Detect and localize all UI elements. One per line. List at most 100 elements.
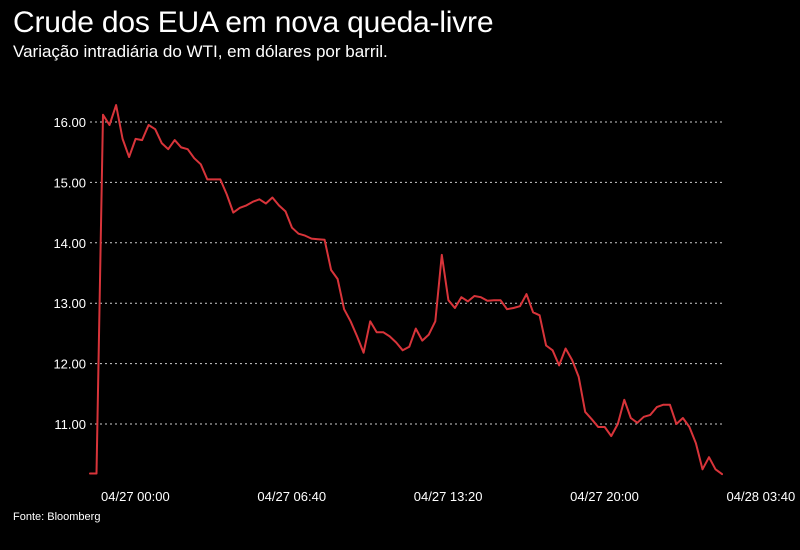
- data-point: [95, 472, 98, 475]
- data-point: [141, 139, 143, 141]
- data-point: [173, 139, 176, 141]
- data-point: [134, 138, 137, 140]
- data-point: [304, 234, 306, 237]
- data-point: [232, 211, 235, 214]
- data-point: [682, 417, 684, 419]
- data-point: [597, 426, 599, 428]
- data-point: [408, 345, 411, 348]
- data-point: [538, 314, 541, 317]
- data-point: [590, 418, 593, 421]
- data-point: [213, 178, 215, 181]
- data-point: [564, 347, 567, 350]
- data-point: [428, 333, 430, 336]
- data-point: [571, 359, 573, 361]
- data-point: [167, 148, 169, 150]
- data-point: [525, 293, 528, 295]
- data-point: [219, 178, 222, 181]
- data-point: [245, 204, 248, 207]
- data-point: [128, 156, 130, 158]
- data-point: [532, 311, 534, 314]
- data-point: [506, 308, 508, 311]
- data-point: [102, 114, 104, 116]
- data-point: [493, 299, 495, 302]
- data-point: [200, 163, 202, 166]
- data-point: [558, 364, 560, 367]
- data-point: [662, 403, 665, 406]
- chart-subtitle: Variação intradiária do WTI, em dólares …: [13, 42, 388, 61]
- data-point: [297, 232, 300, 235]
- data-point: [610, 435, 612, 437]
- data-point: [415, 327, 417, 330]
- data-point: [356, 335, 358, 338]
- data-point: [708, 456, 710, 459]
- data-point: [447, 299, 450, 302]
- data-point: [121, 138, 124, 140]
- x-tick-label: 04/27 20:00: [570, 489, 639, 504]
- data-point: [617, 423, 619, 425]
- data-point: [349, 320, 352, 323]
- data-point: [108, 124, 111, 126]
- x-tick-label: 04/27 00:00: [101, 489, 170, 504]
- y-axis-labels: 11.00 12.00 13.00 14.00 15.00 16.00: [53, 115, 86, 432]
- data-point: [721, 473, 723, 475]
- data-point: [115, 104, 117, 106]
- data-point: [395, 341, 398, 344]
- data-point: [649, 414, 652, 416]
- data-point: [330, 269, 332, 271]
- y-tick-label: 11.00: [54, 417, 86, 432]
- data-point: [656, 406, 658, 408]
- data-point: [486, 300, 489, 302]
- data-point: [284, 210, 287, 213]
- data-point: [603, 426, 606, 428]
- y-tick-label: 12.00: [53, 357, 86, 372]
- data-point: [265, 202, 267, 205]
- y-tick-label: 16.00: [53, 115, 86, 130]
- x-axis-labels: 04/27 00:00 04/27 06:40 04/27 13:20 04/27 2…: [101, 489, 795, 504]
- data-point: [206, 178, 209, 181]
- series-layer: [89, 104, 723, 476]
- data-point: [180, 146, 182, 149]
- data-point: [382, 331, 385, 334]
- y-tick-label: 15.00: [53, 175, 86, 190]
- data-point: [89, 472, 91, 475]
- y-tick-label: 14.00: [53, 236, 86, 251]
- data-point: [701, 468, 704, 471]
- data-point: [310, 237, 313, 240]
- data-point: [323, 239, 326, 241]
- data-point: [454, 307, 456, 309]
- data-point: [441, 254, 443, 256]
- gridlines: [90, 121, 722, 425]
- data-point: [499, 299, 502, 302]
- data-point: [551, 349, 554, 352]
- data-point: [636, 422, 639, 424]
- data-point: [317, 238, 319, 240]
- data-point: [473, 295, 476, 297]
- chart-title: Crude dos EUA em nova queda-livre: [13, 6, 494, 39]
- data-point: [467, 300, 469, 303]
- data-point: [336, 278, 339, 280]
- data-point: [577, 376, 580, 378]
- data-point: [545, 344, 547, 347]
- data-point: [695, 442, 697, 445]
- x-tick-label: 04/27 13:20: [414, 489, 483, 504]
- data-point: [226, 193, 228, 196]
- data-point: [271, 196, 274, 199]
- data-point: [519, 305, 521, 308]
- data-point: [460, 296, 463, 299]
- data-point: [291, 226, 293, 229]
- data-point: [252, 200, 254, 203]
- data-point: [375, 331, 378, 334]
- data-point: [421, 339, 424, 342]
- data-point: [160, 142, 163, 144]
- data-point: [688, 426, 691, 428]
- data-point: [623, 399, 626, 401]
- data-point: [714, 468, 717, 471]
- data-point: [278, 204, 280, 207]
- data-point: [343, 308, 345, 311]
- source-note: Fonte: Bloomberg: [13, 511, 101, 523]
- data-point: [388, 335, 391, 338]
- data-point: [258, 198, 261, 201]
- data-point: [154, 128, 156, 130]
- data-point: [369, 320, 372, 323]
- data-point: [434, 320, 437, 323]
